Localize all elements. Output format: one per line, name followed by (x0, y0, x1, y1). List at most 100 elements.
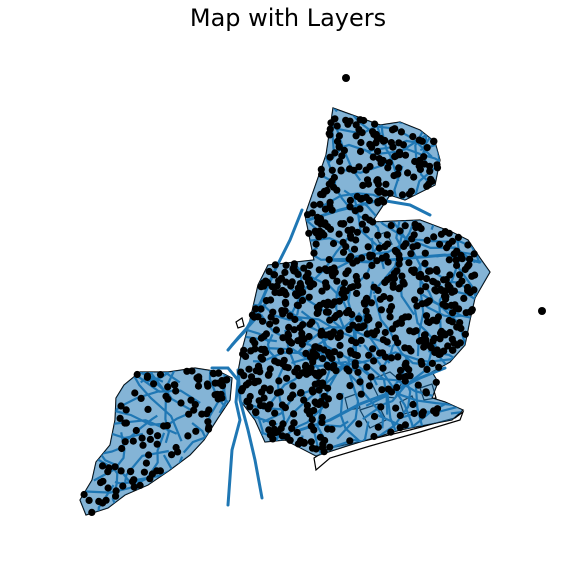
point-location (347, 284, 355, 292)
point-location (368, 252, 376, 260)
point-location (328, 206, 336, 214)
point-location (443, 244, 451, 252)
point-location (204, 418, 212, 426)
point-location (360, 322, 368, 330)
street-segment (149, 496, 168, 515)
point-location (366, 140, 374, 148)
bridge-highway-3 (210, 366, 242, 507)
point-location (326, 153, 334, 161)
street-segment (116, 131, 142, 229)
point-location (273, 389, 281, 397)
point-location (382, 180, 390, 188)
street-segment (430, 149, 490, 230)
point-location (387, 428, 395, 436)
street-segment (162, 454, 203, 515)
point-location (397, 128, 405, 136)
point-location (162, 392, 170, 400)
street-segment (193, 165, 214, 193)
point-location (353, 289, 361, 297)
point-location (271, 288, 279, 296)
point-location (426, 267, 434, 275)
point-location (330, 173, 338, 182)
point-location (239, 350, 247, 358)
point-location (463, 283, 472, 291)
point-location (270, 271, 279, 279)
point-location (237, 387, 246, 395)
point-location (294, 337, 302, 345)
point-location (370, 331, 378, 339)
street-segment (287, 286, 342, 329)
point-location (335, 230, 343, 238)
point-location (417, 336, 425, 345)
point-location (427, 344, 435, 352)
street-segment (84, 205, 119, 226)
point-location (383, 338, 391, 346)
point-location (316, 200, 324, 208)
point-location (333, 277, 341, 285)
point-location (338, 289, 346, 297)
street-segment (80, 147, 88, 160)
point-location (257, 283, 265, 291)
point-location (132, 426, 140, 435)
point-location (156, 467, 164, 475)
street-segment (198, 193, 241, 201)
point-location (421, 331, 429, 339)
point-location (288, 424, 296, 432)
point-location (313, 303, 321, 311)
point-location (423, 144, 431, 152)
point-location (204, 382, 212, 390)
point-location (352, 339, 360, 347)
point-location (422, 312, 431, 320)
point-location (445, 256, 453, 264)
point-location (85, 496, 93, 504)
point-location (435, 363, 443, 371)
point-location (117, 402, 125, 410)
point-location (112, 487, 120, 495)
point-location (355, 315, 363, 323)
point-location (351, 207, 359, 215)
point-location (416, 165, 424, 173)
point-location (112, 492, 120, 500)
point-location (404, 169, 412, 177)
point-location (299, 321, 307, 329)
point-location (317, 190, 325, 198)
street-segment (142, 157, 199, 172)
point-location (122, 406, 130, 414)
point-location (307, 364, 315, 372)
point-location (401, 421, 409, 429)
point-location (382, 252, 390, 260)
point-location (392, 320, 400, 328)
point-location (415, 136, 423, 144)
point-location (430, 278, 438, 286)
street-segment (470, 134, 490, 178)
point-location (411, 157, 419, 166)
point-location (371, 120, 379, 128)
point-location (302, 349, 310, 357)
street-segment (80, 173, 95, 233)
point-location (364, 180, 373, 188)
street-segment (290, 109, 313, 196)
point-location (464, 241, 472, 249)
street-segment (447, 431, 490, 494)
point-location (306, 261, 314, 269)
point-location (346, 196, 354, 204)
point-location (408, 235, 416, 243)
outlier-point-north (342, 74, 350, 82)
point-location (281, 288, 289, 296)
point-location (426, 162, 434, 170)
point-location (430, 407, 438, 415)
point-location (426, 167, 434, 175)
street-segment (416, 262, 467, 348)
point-location (470, 250, 478, 258)
street-segment (327, 375, 412, 450)
point-location (442, 276, 450, 284)
point-location (385, 159, 393, 167)
point-location (335, 132, 343, 140)
point-location (281, 298, 289, 306)
point-location (330, 348, 338, 356)
point-location (316, 344, 324, 352)
street-segment (409, 489, 459, 515)
street-segment (147, 190, 203, 250)
point-location (262, 278, 271, 286)
